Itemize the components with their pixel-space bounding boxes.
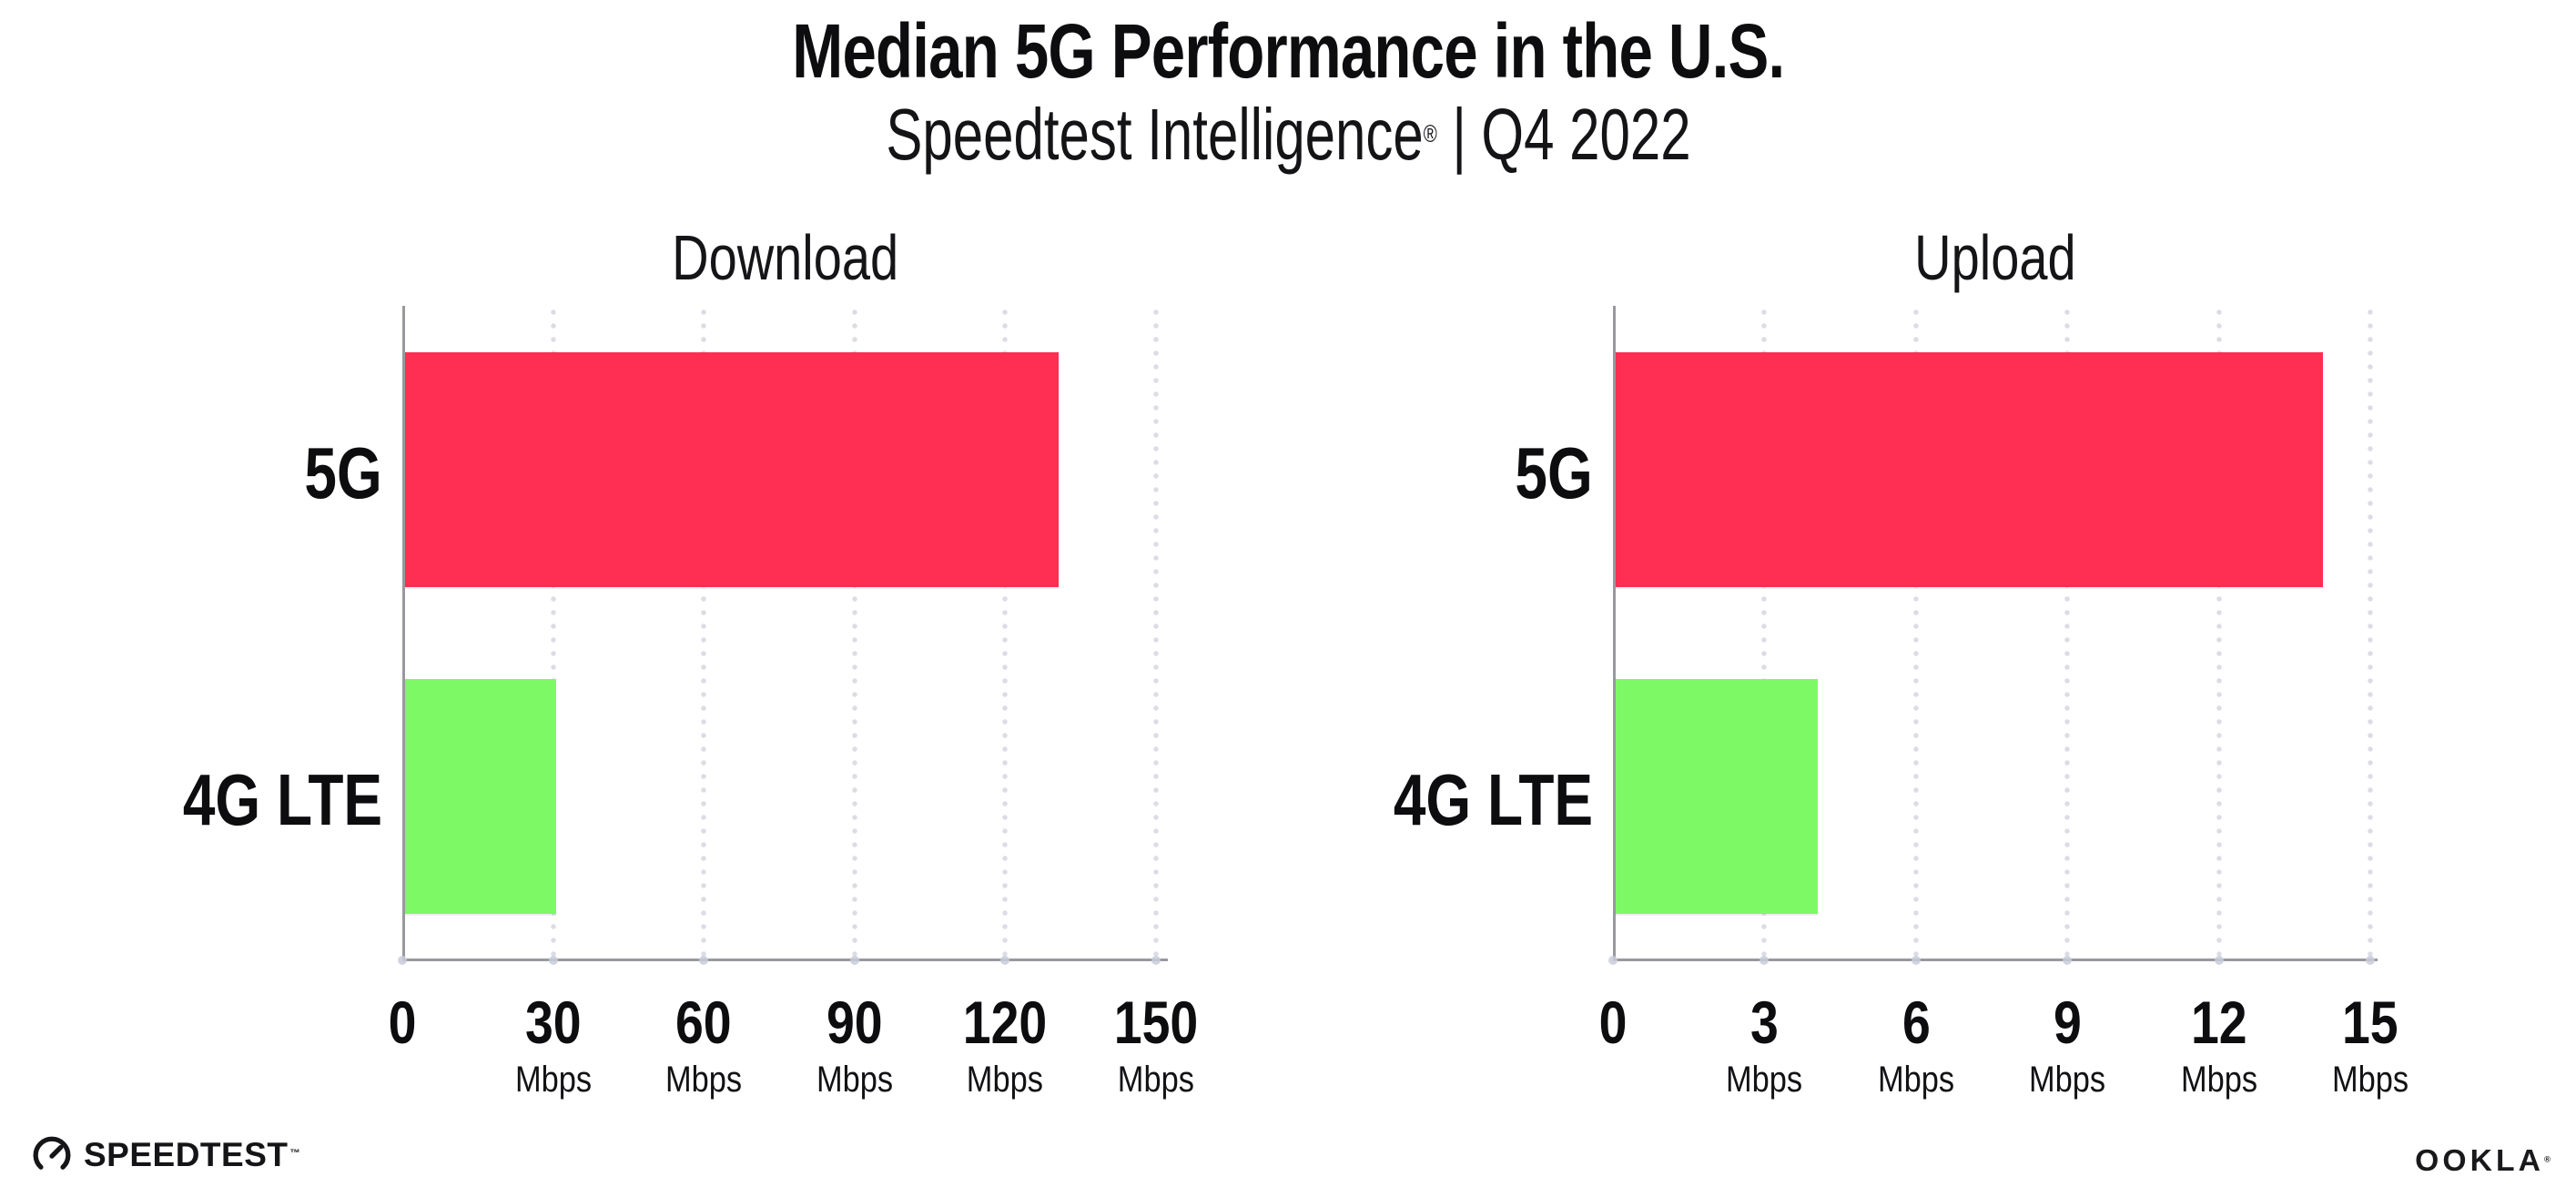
category-label-4g-lte: 4G LTE [182, 759, 382, 840]
category-label-4g-lte: 4G LTE [1393, 759, 1593, 840]
x-tick-label-30: 30 Mbps [509, 992, 598, 1098]
upload-plot-area [1608, 306, 2378, 965]
speedtest-gauge-icon [33, 1136, 71, 1170]
x-tick-label-0: 0 [386, 992, 420, 1052]
axis-tick-dot-120 [1000, 956, 1009, 965]
tick-unit: Mbps [1725, 1060, 1803, 1100]
category-label-5g: 5G [1515, 432, 1593, 513]
tick-unit: Mbps [1117, 1060, 1195, 1100]
tick-value: 0 [1598, 989, 1628, 1056]
gridline-30 [551, 306, 556, 959]
gridline-90 [852, 306, 857, 959]
tick-value: 150 [1113, 989, 1199, 1056]
x-tick-label-0: 0 [1597, 992, 1630, 1052]
gridline-9 [2064, 306, 2070, 959]
gridline-15 [2368, 306, 2373, 959]
tick-value: 60 [675, 989, 732, 1056]
axis-tick-dot-0 [1608, 956, 1618, 965]
tick-value: 3 [1749, 989, 1779, 1056]
category-label-5g: 5G [304, 432, 382, 513]
axis-tick-dot-12 [2215, 956, 2224, 965]
gridline-12 [2216, 306, 2222, 959]
trademark-mark: ™ [289, 1148, 301, 1160]
download-x-axis [402, 959, 1168, 961]
ookla-wordmark: OOKLA [2415, 1143, 2545, 1177]
ookla-logo: OOKLA® [2415, 1143, 2551, 1178]
axis-tick-dot-15 [2366, 956, 2375, 965]
registered-mark: ® [1423, 118, 1437, 147]
speedtest-wordmark: SPEEDTEST ™ [84, 1136, 301, 1173]
tick-value: 9 [2053, 989, 2082, 1056]
gridline-6 [1913, 306, 1919, 959]
tick-unit: Mbps [1877, 1060, 1955, 1100]
tick-unit: Mbps [2180, 1060, 2258, 1100]
page-subtitle: Speedtest Intelligence® | Q4 2022 [0, 98, 2576, 171]
bar-4g-lte-upload [1616, 679, 1818, 914]
gridline-60 [701, 306, 706, 959]
download-y-axis [402, 306, 405, 961]
tick-value: 6 [1902, 989, 1931, 1056]
subtitle-brand: Speedtest Intelligence [885, 94, 1424, 175]
x-tick-label-150: 150 Mbps [1106, 992, 1206, 1098]
tick-unit: Mbps [664, 1060, 743, 1100]
upload-chart-title: Upload [1914, 222, 2076, 293]
x-tick-label-120: 120 Mbps [955, 992, 1055, 1098]
x-tick-label-3: 3 Mbps [1719, 992, 1809, 1098]
upload-y-axis [1613, 306, 1616, 961]
axis-tick-dot-0 [398, 956, 407, 965]
bar-5g-upload [1616, 352, 2323, 587]
tick-value: 0 [388, 989, 417, 1056]
gridline-3 [1761, 306, 1767, 959]
header: Median 5G Performance in the U.S. Speedt… [0, 0, 2576, 171]
tick-value: 120 [962, 989, 1048, 1056]
x-tick-label-15: 15 Mbps [2326, 992, 2415, 1098]
speedtest-logo: SPEEDTEST ™ [31, 1134, 300, 1176]
axis-tick-dot-6 [1912, 956, 1921, 965]
gridline-120 [1002, 306, 1008, 959]
tick-value: 90 [827, 989, 883, 1056]
subtitle-separator: | [1451, 94, 1466, 175]
axis-tick-dot-60 [699, 956, 708, 965]
x-tick-label-60: 60 Mbps [659, 992, 748, 1098]
x-tick-label-90: 90 Mbps [810, 992, 899, 1098]
tick-unit: Mbps [514, 1060, 593, 1100]
tick-unit: Mbps [816, 1060, 894, 1100]
download-chart-title: Download [671, 222, 899, 293]
tick-unit: Mbps [966, 1060, 1044, 1100]
tick-value: 30 [525, 989, 582, 1056]
axis-tick-dot-9 [2063, 956, 2072, 965]
page-title: Median 5G Performance in the U.S. [791, 8, 1785, 94]
registered-mark: ® [2544, 1154, 2551, 1164]
x-tick-label-9: 9 Mbps [2023, 992, 2112, 1098]
download-plot-area [398, 306, 1168, 965]
bar-4g-lte-download [405, 679, 556, 914]
axis-tick-dot-3 [1760, 956, 1769, 965]
axis-tick-dot-90 [850, 956, 859, 965]
tick-value: 15 [2342, 989, 2399, 1056]
tick-unit: Mbps [2028, 1060, 2106, 1100]
subtitle-period: Q4 2022 [1480, 94, 1691, 175]
x-tick-label-6: 6 Mbps [1871, 992, 1961, 1098]
tick-value: 12 [2191, 989, 2247, 1056]
bar-5g-download [405, 352, 1059, 587]
upload-x-axis [1613, 959, 2378, 961]
tick-unit: Mbps [2331, 1060, 2409, 1100]
x-tick-label-12: 12 Mbps [2175, 992, 2264, 1098]
axis-tick-dot-30 [549, 956, 558, 965]
gridline-150 [1153, 306, 1159, 959]
axis-tick-dot-150 [1151, 956, 1161, 965]
